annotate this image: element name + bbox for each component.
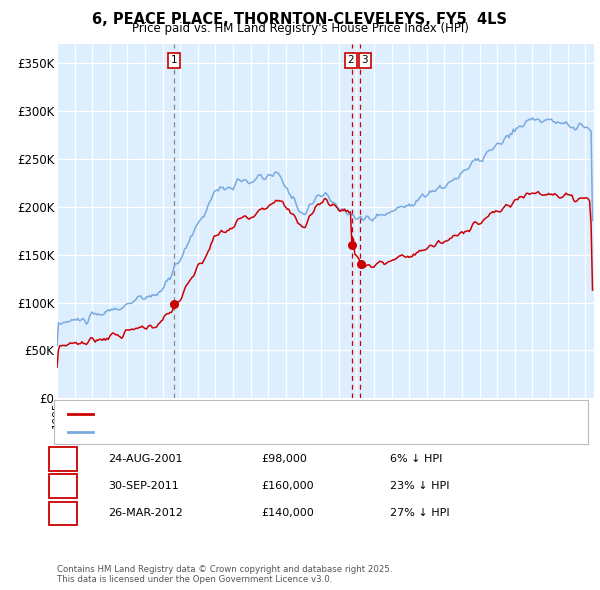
Text: £160,000: £160,000 [261, 481, 314, 491]
Text: 2: 2 [59, 481, 67, 491]
Text: 6, PEACE PLACE, THORNTON-CLEVELEYS, FY5  4LS: 6, PEACE PLACE, THORNTON-CLEVELEYS, FY5 … [92, 12, 508, 27]
Text: 30-SEP-2011: 30-SEP-2011 [108, 481, 179, 491]
Text: 2: 2 [348, 55, 355, 65]
Text: 1: 1 [171, 55, 178, 65]
Text: Contains HM Land Registry data © Crown copyright and database right 2025.
This d: Contains HM Land Registry data © Crown c… [57, 565, 392, 584]
Text: 1: 1 [59, 454, 67, 464]
Text: 3: 3 [361, 55, 368, 65]
Text: 3: 3 [59, 509, 67, 518]
Text: £98,000: £98,000 [261, 454, 307, 464]
Text: HPI: Average price, detached house, Wyre: HPI: Average price, detached house, Wyre [98, 427, 317, 437]
Text: Price paid vs. HM Land Registry's House Price Index (HPI): Price paid vs. HM Land Registry's House … [131, 22, 469, 35]
Text: 6, PEACE PLACE, THORNTON-CLEVELEYS, FY5 4LS (detached house): 6, PEACE PLACE, THORNTON-CLEVELEYS, FY5 … [98, 409, 452, 419]
Text: 6% ↓ HPI: 6% ↓ HPI [390, 454, 442, 464]
Text: 26-MAR-2012: 26-MAR-2012 [108, 509, 183, 518]
Text: £140,000: £140,000 [261, 509, 314, 518]
Text: 27% ↓ HPI: 27% ↓ HPI [390, 509, 449, 518]
Text: 24-AUG-2001: 24-AUG-2001 [108, 454, 182, 464]
Text: 23% ↓ HPI: 23% ↓ HPI [390, 481, 449, 491]
